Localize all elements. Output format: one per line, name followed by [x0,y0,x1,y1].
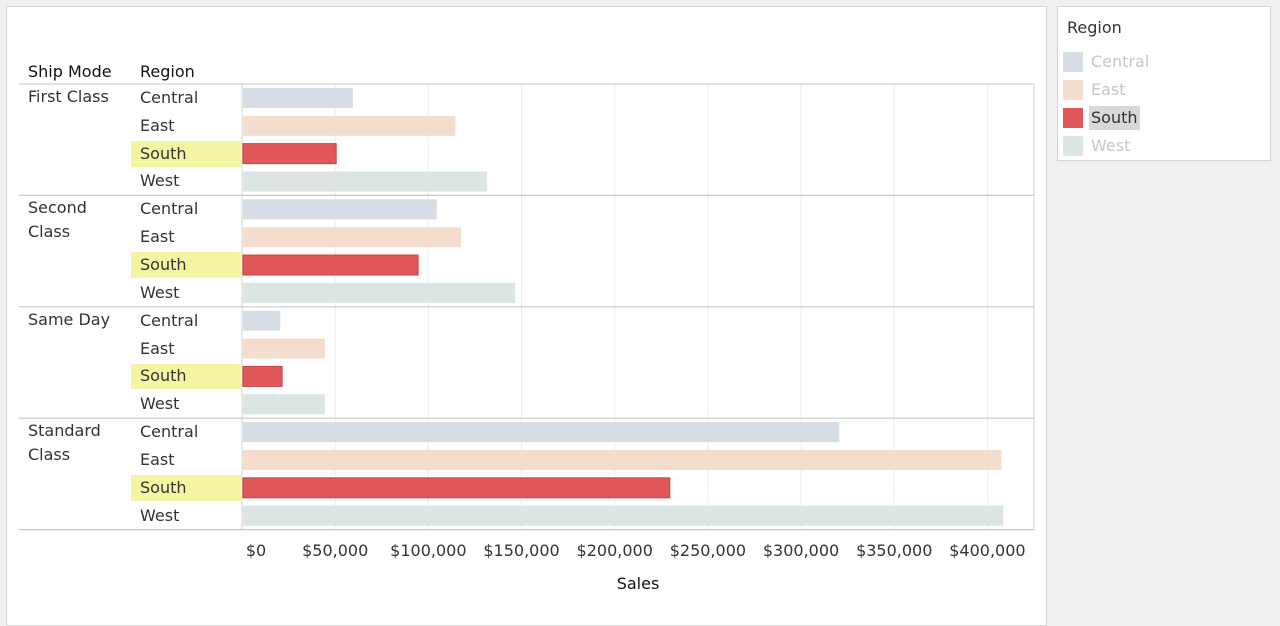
region-label: East [140,227,175,247]
region-label-highlight [131,140,242,167]
ship-mode-label: Standard Class [28,421,101,465]
region-label: Central [140,87,199,107]
bar-same-day-west [243,394,325,415]
x-tick-label: $400,000 [949,541,1026,560]
bar-first-class-south [242,143,337,165]
region-label-highlight [131,252,242,278]
legend-label: Central [1091,52,1150,71]
bar-standard-class-central [243,422,840,443]
region-label: South [140,477,187,497]
x-tick-label: $0 [245,541,267,560]
bar-second-class-west [243,282,516,303]
bar-same-day-east [243,338,325,359]
legend-swatch [1063,136,1083,156]
bar-same-day-south [242,365,283,387]
region-label-highlight [131,474,242,501]
bar-second-class-south [242,254,419,276]
legend-title: Region [1067,18,1122,37]
legend-swatch [1063,80,1083,100]
bar-first-class-east [243,115,456,136]
legend-swatch [1063,108,1083,128]
x-tick-label: $350,000 [856,541,933,560]
legend-item-south[interactable]: South [1063,106,1263,130]
legend-label: West [1091,136,1131,155]
region-label: West [140,282,180,302]
legend-label: East [1091,80,1126,99]
region-label: Central [140,422,199,442]
x-tick-label: $50,000 [302,541,369,560]
ship-mode-label: Second Class [28,198,87,242]
bars-svg [19,83,1035,531]
ship-mode-label: First Class [28,87,109,106]
region-label: West [140,171,180,191]
region-label: South [140,143,187,163]
region-header: Region [140,62,195,81]
legend-item-central[interactable]: Central [1063,50,1263,74]
region-label: South [140,255,187,275]
region-label: Central [140,310,199,330]
bar-second-class-east [243,227,462,248]
bar-standard-class-west [243,505,1004,526]
bar-first-class-west [243,171,488,192]
region-legend[interactable]: Region Central East South West [1057,6,1271,161]
ship-mode-label: Same Day [28,309,111,329]
x-tick-label: $100,000 [390,541,467,560]
region-label: West [140,505,180,525]
region-label: East [140,338,175,358]
legend-item-east[interactable]: East [1063,78,1263,102]
x-tick-label: $250,000 [669,541,747,560]
region-label-highlight [131,363,242,390]
x-tick-label: $300,000 [762,541,840,560]
bar-standard-class-east [243,449,1002,470]
region-label: West [140,394,180,414]
bar-same-day-central [243,310,281,331]
region-label: Central [140,199,199,219]
legend-label: South [1089,106,1140,130]
bar-standard-class-south [242,477,671,499]
legend-item-west[interactable]: West [1063,134,1263,158]
x-tick-label: $150,000 [483,541,560,560]
bar-second-class-central [243,199,437,220]
x-axis-title: Sales [616,574,660,593]
x-tick-label: $200,000 [576,541,653,560]
legend-swatch [1063,52,1083,72]
region-label: South [140,366,187,386]
ship-mode-header: Ship Mode [28,62,112,81]
region-label: East [140,449,175,469]
region-label: East [140,115,175,135]
bar-first-class-central [243,87,353,108]
